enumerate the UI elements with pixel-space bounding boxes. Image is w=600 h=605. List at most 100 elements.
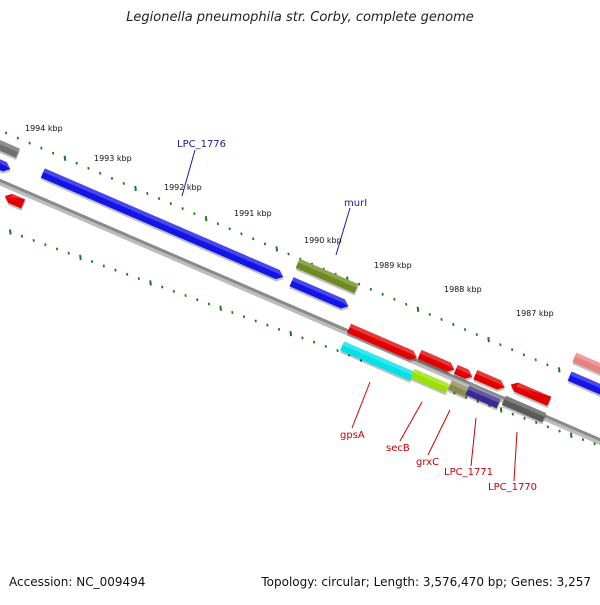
minor-tick	[475, 333, 479, 337]
minor-tick	[336, 349, 339, 353]
feature-label-grxc: grxC	[416, 457, 439, 468]
minor-tick	[28, 141, 31, 145]
scale-label: 1988 kbp	[444, 285, 482, 294]
gene-feature-red	[510, 382, 552, 409]
scale-label: 1987 kbp	[516, 309, 554, 318]
major-tick	[487, 336, 490, 343]
minor-tick	[51, 151, 55, 155]
gene-feature-red	[453, 364, 473, 382]
minor-tick	[277, 327, 281, 331]
scale-label: 1991 kbp	[234, 209, 272, 218]
accession-value: NC_009494	[76, 575, 146, 589]
minor-tick	[357, 282, 361, 286]
major-tick	[219, 305, 222, 311]
minor-tick	[114, 268, 117, 272]
gene-feature-red	[4, 193, 26, 211]
minor-tick	[428, 312, 431, 316]
major-tick	[499, 407, 503, 413]
minor-tick	[44, 243, 47, 247]
label-leader-line	[513, 431, 518, 482]
scale-label: 1993 kbp	[94, 154, 132, 163]
label-leader-line	[181, 149, 196, 197]
minor-tick	[75, 161, 78, 165]
minor-tick	[40, 146, 43, 150]
label-leader-line	[335, 207, 351, 256]
minor-tick	[523, 416, 526, 420]
minor-tick	[110, 176, 114, 180]
label-leaders	[181, 149, 518, 482]
minor-tick	[393, 297, 396, 301]
feature-labels: LPC_1776 murI gpsA secB grxC LPC_1771 LP…	[177, 139, 537, 493]
feature-label-gpsa: gpsA	[340, 430, 365, 441]
major-tick	[134, 185, 137, 192]
minor-tick	[593, 442, 596, 446]
accession-footer: Accession: NC_009494	[9, 575, 145, 589]
minor-tick	[440, 318, 443, 321]
gene-features	[0, 138, 600, 425]
major-tick	[79, 254, 82, 261]
minor-tick	[67, 251, 70, 255]
minor-tick	[146, 192, 149, 195]
genome-info-footer: Topology: circular; Length: 3,576,470 bp…	[261, 575, 591, 589]
scale-label: 1989 kbp	[374, 261, 412, 270]
minor-tick	[476, 399, 479, 403]
minor-tick	[90, 260, 94, 264]
minor-tick	[20, 234, 24, 238]
genome-title: Legionella pneumophila str. Corby, compl…	[126, 10, 474, 25]
minor-tick	[546, 363, 549, 367]
feature-label-muri: murI	[344, 198, 367, 209]
minor-tick	[102, 264, 105, 268]
major-tick	[204, 216, 208, 222]
minor-tick	[534, 358, 537, 362]
minor-tick	[405, 302, 408, 306]
minor-tick	[312, 340, 316, 344]
minor-tick	[324, 344, 328, 348]
minor-tick	[231, 311, 234, 314]
gene-feature-gpsa	[340, 341, 414, 383]
gene-feature-pink	[572, 352, 600, 378]
gene-feature-red	[347, 323, 418, 363]
label-leader-line	[470, 417, 477, 467]
minor-tick	[161, 285, 164, 289]
minor-tick	[452, 323, 455, 326]
feature-label-lpc1770: LPC_1770	[488, 482, 537, 493]
minor-tick	[122, 181, 125, 185]
minor-tick	[169, 202, 173, 206]
label-leader-line	[399, 401, 423, 442]
minor-tick	[263, 242, 267, 246]
minor-tick	[522, 353, 526, 357]
minor-tick	[228, 227, 231, 231]
major-tick	[289, 331, 293, 337]
minor-tick	[196, 298, 199, 302]
major-tick	[149, 280, 152, 286]
scale-label: 1990 kbp	[304, 236, 342, 245]
scale-ticks-outer	[4, 131, 596, 387]
major-tick	[569, 432, 573, 438]
minor-tick	[207, 302, 211, 306]
minor-tick	[546, 425, 550, 429]
scale-label: 1994 kbp	[25, 124, 63, 133]
feature-label-lpc1771: LPC_1771	[444, 467, 493, 478]
gene-feature-red	[417, 349, 455, 374]
minor-tick	[172, 289, 176, 293]
minor-tick	[216, 222, 220, 226]
minor-tick	[301, 336, 304, 340]
major-tick	[557, 367, 561, 373]
minor-tick	[193, 212, 196, 216]
minor-tick	[254, 319, 257, 323]
gene-feature-lpc1776	[40, 168, 284, 282]
gene-feature-gray	[0, 138, 21, 160]
minor-tick	[55, 247, 59, 251]
gene-feature-lpc1771	[465, 385, 501, 411]
minor-tick	[16, 136, 20, 140]
minor-tick	[240, 232, 243, 236]
label-leader-line	[427, 409, 451, 456]
label-leader-line	[351, 381, 371, 429]
major-tick	[63, 155, 67, 161]
minor-tick	[369, 287, 373, 291]
minor-tick	[287, 252, 290, 256]
minor-tick	[511, 412, 514, 416]
major-tick	[275, 246, 279, 252]
minor-tick	[137, 277, 141, 281]
